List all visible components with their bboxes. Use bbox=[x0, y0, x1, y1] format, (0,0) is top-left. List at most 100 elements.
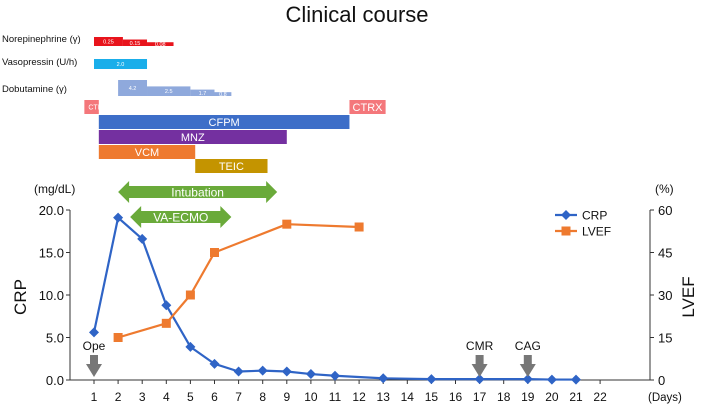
ctrx-label: CTRX bbox=[88, 105, 107, 112]
x-tick-label: 12 bbox=[352, 390, 366, 404]
y-left-tick-label: 5.0 bbox=[46, 331, 64, 346]
crp-point bbox=[281, 366, 292, 377]
va-ecmo-arrow bbox=[130, 206, 232, 228]
x-tick-label: 21 bbox=[569, 390, 583, 404]
crp-point bbox=[161, 300, 172, 311]
y-right-axis-title: LVEF bbox=[679, 276, 698, 317]
x-tick-label: 19 bbox=[521, 390, 535, 404]
chart-legend: CRP LVEF bbox=[555, 209, 611, 239]
ctrx-bar bbox=[349, 100, 386, 114]
dobutamine-dose-bar bbox=[118, 80, 148, 96]
y-left-tick-label: 20.0 bbox=[39, 203, 64, 218]
x-tick-label: 10 bbox=[304, 390, 318, 404]
norepinephrine-dose-bar bbox=[94, 37, 123, 46]
lvef-point bbox=[354, 222, 364, 232]
cag-event-label: CAG bbox=[515, 339, 541, 353]
teic-label: TEIC bbox=[219, 161, 244, 173]
dobutamine-dose-value: 0.8 bbox=[219, 92, 227, 98]
crp-point bbox=[113, 212, 124, 223]
vasopressin-dose-bar bbox=[94, 59, 148, 69]
norepinephrine-dose-value: 0.08 bbox=[155, 42, 166, 48]
y-right-tick-label: 45 bbox=[658, 246, 672, 261]
lvef-point bbox=[185, 290, 195, 300]
lvef-legend-marker bbox=[561, 226, 571, 236]
lvef-point bbox=[113, 333, 123, 342]
x-tick-label: 13 bbox=[377, 390, 391, 404]
x-tick-label: 2 bbox=[115, 390, 122, 404]
crp-point bbox=[330, 370, 340, 381]
y-right-unit-label: (%) bbox=[655, 182, 674, 196]
teic-bar bbox=[195, 159, 268, 173]
norepinephrine-dose-value: 0.15 bbox=[130, 41, 141, 47]
vasopressin-dose-value: 2.0 bbox=[117, 62, 125, 68]
dobutamine-dose-bar bbox=[147, 86, 191, 96]
x-tick-label: 14 bbox=[401, 390, 415, 404]
ope-event-arrow bbox=[86, 355, 102, 377]
y-left-unit-label: (mg/dL) bbox=[34, 182, 75, 196]
ctrx-bar bbox=[84, 100, 99, 114]
dobutamine-dose-value: 4.2 bbox=[129, 86, 137, 92]
crp-legend-marker bbox=[561, 210, 571, 220]
y-left-tick-label: 10.0 bbox=[39, 288, 64, 303]
dobutamine-dose-value: 1.7 bbox=[199, 91, 207, 97]
intubation-arrow bbox=[118, 181, 278, 203]
antibiotic-timeline: CTRX CTRX CFPM MNZ VCM TEIC bbox=[84, 100, 386, 173]
crp-point bbox=[571, 374, 581, 385]
cfpm-label: CFPM bbox=[209, 117, 240, 129]
mnz-label: MNZ bbox=[181, 132, 205, 144]
dobutamine-dose-value: 2.5 bbox=[165, 89, 173, 95]
y-right-tick-label: 30 bbox=[658, 288, 672, 303]
x-tick-label: 3 bbox=[139, 390, 146, 404]
vasopressin-label: Vasopressin (U/h) bbox=[2, 57, 77, 68]
x-tick-label: 22 bbox=[593, 390, 607, 404]
lvef-line bbox=[117, 223, 360, 339]
lvef-point bbox=[161, 318, 171, 328]
x-tick-label: 11 bbox=[329, 390, 342, 404]
dobutamine-dose-bar bbox=[190, 89, 215, 96]
mnz-bar bbox=[98, 130, 287, 144]
crp-point bbox=[474, 374, 485, 385]
crp-point bbox=[89, 327, 99, 338]
dobutamine-dose-bar bbox=[214, 92, 232, 96]
vcm-label: VCM bbox=[135, 147, 159, 159]
vasoactive-drug-timeline: Norepinephrine (γ) 0.25 0.15 0.08 Vasopressi… bbox=[2, 34, 232, 98]
crp-point bbox=[426, 374, 437, 385]
norepinephrine-label: Norepinephrine (γ) bbox=[2, 34, 81, 45]
lvef-point bbox=[282, 219, 292, 229]
x-tick-label: 16 bbox=[449, 390, 463, 404]
y-left-tick-label: 15.0 bbox=[39, 246, 64, 261]
ope-event-label: Ope bbox=[83, 339, 106, 353]
x-tick-label: 7 bbox=[235, 390, 242, 404]
crp-point bbox=[209, 358, 220, 369]
crp-legend-label: CRP bbox=[582, 209, 607, 223]
x-tick-label: 9 bbox=[283, 390, 290, 404]
crp-point bbox=[305, 369, 316, 380]
crp-point bbox=[233, 366, 244, 377]
event-markers: Ope CMR CAG bbox=[83, 339, 541, 377]
cmr-event-arrow bbox=[471, 355, 488, 377]
crp-point bbox=[546, 374, 557, 385]
chart-series bbox=[89, 212, 581, 385]
y-right-tick-label: 15 bbox=[658, 331, 672, 346]
x-tick-label: 17 bbox=[473, 390, 487, 404]
norepinephrine-dose-bar bbox=[147, 42, 174, 46]
norepinephrine-dose-value: 0.25 bbox=[103, 40, 114, 46]
lvef-point bbox=[210, 248, 219, 257]
y-right-tick-label: 60 bbox=[658, 203, 672, 218]
crp-point bbox=[185, 341, 196, 352]
vcm-bar bbox=[98, 145, 196, 159]
x-tick-label: 6 bbox=[211, 390, 218, 404]
ctrx-label: CTRX bbox=[353, 102, 384, 114]
x-tick-label: 4 bbox=[163, 390, 170, 404]
x-tick-label: 15 bbox=[425, 390, 439, 404]
crp-point bbox=[137, 233, 148, 244]
support-timeline: Intubation VA-ECMO bbox=[118, 181, 278, 228]
crp-point bbox=[257, 365, 268, 376]
crp-point bbox=[378, 373, 389, 384]
dobutamine-label: Dobutamine (γ) bbox=[2, 84, 67, 95]
cfpm-bar bbox=[98, 115, 350, 129]
figure-title: Clinical course bbox=[285, 2, 428, 27]
crp-point bbox=[522, 374, 533, 385]
